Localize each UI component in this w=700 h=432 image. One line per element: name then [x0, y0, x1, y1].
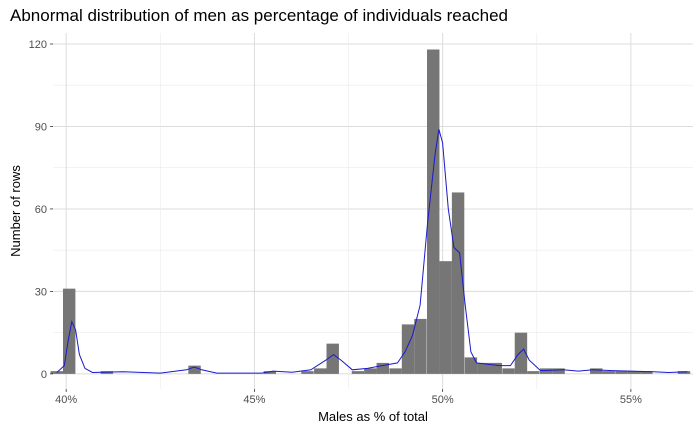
histogram-bar — [364, 368, 377, 374]
histogram-bar — [627, 371, 641, 374]
histogram-bar — [314, 368, 327, 374]
histogram-bar — [50, 371, 63, 374]
x-tick-label: 45% — [243, 394, 265, 406]
y-tick-label: 90 — [35, 121, 47, 133]
histogram-bar — [489, 362, 502, 374]
histogram-bar — [439, 261, 452, 374]
panel-background — [53, 33, 693, 389]
x-tick-label: 55% — [620, 394, 642, 406]
density-curve — [56, 129, 688, 374]
y-tick-label: 30 — [35, 286, 47, 298]
histogram-bar — [464, 357, 478, 374]
histogram-bar — [389, 368, 402, 374]
histogram-bar — [677, 371, 691, 374]
histogram-bar — [552, 368, 565, 374]
histogram-bars — [50, 49, 691, 374]
y-tick-label: 120 — [29, 39, 47, 51]
histogram-bar — [188, 365, 201, 374]
y-tick-label: 0 — [41, 369, 47, 381]
histogram-bar — [539, 368, 553, 374]
histogram-bar — [640, 371, 653, 374]
histogram-bar — [301, 371, 314, 374]
histogram-bar — [451, 192, 465, 374]
y-tick-label: 60 — [35, 204, 47, 216]
histogram-bar — [351, 371, 365, 374]
histogram-bar — [401, 324, 415, 374]
chart-title: Abnormal distribution of men as percenta… — [10, 6, 509, 25]
histogram-bar — [427, 49, 440, 374]
histogram-bar — [414, 318, 427, 374]
histogram-bar — [602, 371, 615, 374]
x-tick-label: 40% — [55, 394, 77, 406]
histogram-bar — [477, 362, 490, 374]
x-tick-label: 50% — [432, 394, 454, 406]
histogram-bar — [376, 362, 389, 374]
histogram-bar — [514, 332, 528, 374]
y-axis-title: Number of rows — [8, 165, 23, 257]
histogram-bar — [502, 368, 515, 374]
histogram-bar — [263, 371, 277, 374]
axis-ticks: 0 30 60 90 120 40% 45% 50% 55% — [29, 39, 642, 406]
histogram-bar — [615, 371, 628, 374]
histogram-bar — [590, 368, 603, 374]
histogram-bar — [326, 343, 339, 374]
histogram-bar — [527, 371, 540, 374]
x-axis-title: Males as % of total — [318, 409, 428, 424]
